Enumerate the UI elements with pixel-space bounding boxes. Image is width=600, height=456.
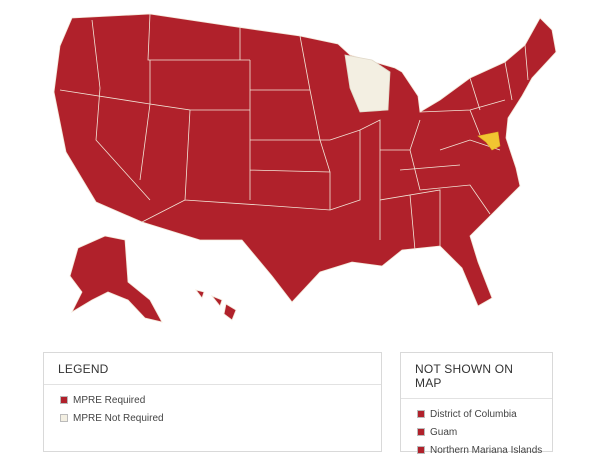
hawaii	[195, 289, 237, 321]
not-shown-item: Guam	[417, 426, 552, 438]
legend-box: LEGEND MPRE Required MPRE Not Required	[43, 352, 382, 452]
not-shown-swatch	[417, 446, 425, 454]
legend-label: MPRE Not Required	[73, 412, 164, 424]
not-shown-label: Guam	[430, 426, 458, 438]
wisconsin	[344, 54, 391, 113]
legend-item: MPRE Not Required	[60, 412, 381, 424]
not-shown-swatch	[417, 410, 425, 418]
not-shown-item: Northern Mariana Islands	[417, 444, 552, 456]
contiguous-us	[53, 13, 557, 307]
legend-swatch	[60, 396, 68, 404]
required-states	[53, 13, 557, 323]
alaska	[69, 235, 163, 323]
not-shown-label: Northern Mariana Islands	[430, 444, 543, 456]
not-shown-item: District of Columbia	[417, 408, 552, 420]
state-borders	[59, 13, 529, 251]
not-shown-label: District of Columbia	[430, 408, 517, 420]
us-map	[53, 13, 557, 323]
not-shown-box: NOT SHOWN ON MAP District of Columbia Gua…	[400, 352, 553, 456]
legend-list: MPRE Required MPRE Not Required	[44, 385, 381, 424]
legend-title: LEGEND	[44, 353, 381, 385]
legend-swatch	[60, 414, 68, 422]
not-shown-list: District of Columbia Guam Northern Mariana…	[401, 399, 552, 456]
legend-label: MPRE Required	[73, 394, 146, 406]
not-shown-title: NOT SHOWN ON MAP	[401, 353, 552, 399]
legend-item: MPRE Required	[60, 394, 381, 406]
maryland	[477, 131, 501, 151]
not-shown-swatch	[417, 428, 425, 436]
